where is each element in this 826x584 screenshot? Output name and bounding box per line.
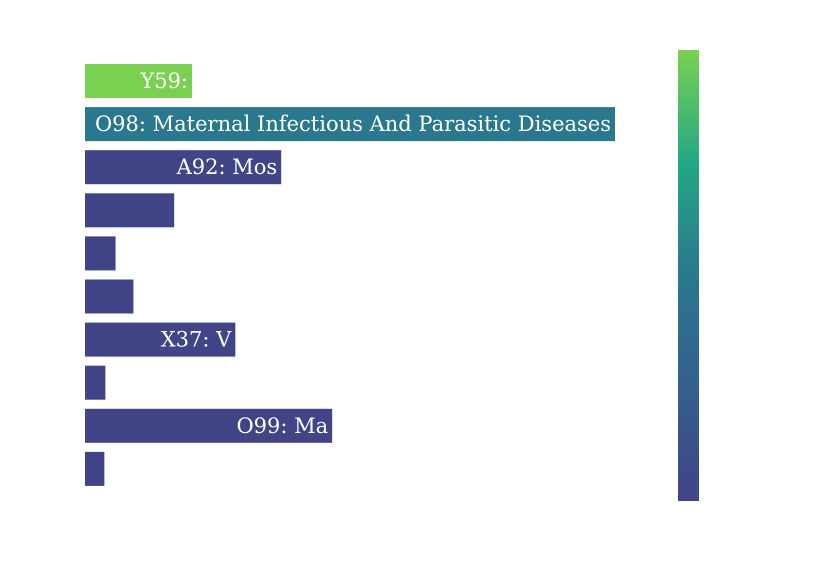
bar: [85, 279, 134, 314]
bar-group: [85, 193, 175, 228]
bar-group: O99: Ma: [85, 408, 333, 443]
bar-group: X37: V: [85, 322, 236, 357]
bar-group: [85, 451, 105, 486]
bar-label: O98: Maternal Infectious And Parasitic D…: [95, 112, 611, 136]
bar-label: X37: V: [161, 328, 232, 352]
bar-group: A92: Mos: [85, 150, 282, 185]
bar-label: A92: Mos: [176, 155, 278, 179]
bar: [85, 150, 282, 185]
bar-group: [85, 365, 106, 400]
colorbar: [678, 50, 699, 501]
bar-group: O98: Maternal Infectious And Parasitic D…: [85, 107, 615, 142]
bar-label: O99: Ma: [236, 414, 328, 438]
bar-group: [85, 236, 116, 271]
bar: [85, 236, 116, 271]
bar: [85, 408, 333, 443]
bar: [85, 451, 105, 486]
bar-label: Y59:: [139, 69, 188, 93]
bar: [85, 322, 236, 357]
bar: [85, 193, 175, 228]
bar: [85, 64, 193, 98]
bar-group: Y59:: [85, 64, 193, 98]
bar-group: [85, 279, 134, 314]
bar: [85, 107, 615, 142]
bars: Y59: O98: Maternal Infectious And Parasit…: [85, 64, 615, 486]
bar: [85, 365, 106, 400]
